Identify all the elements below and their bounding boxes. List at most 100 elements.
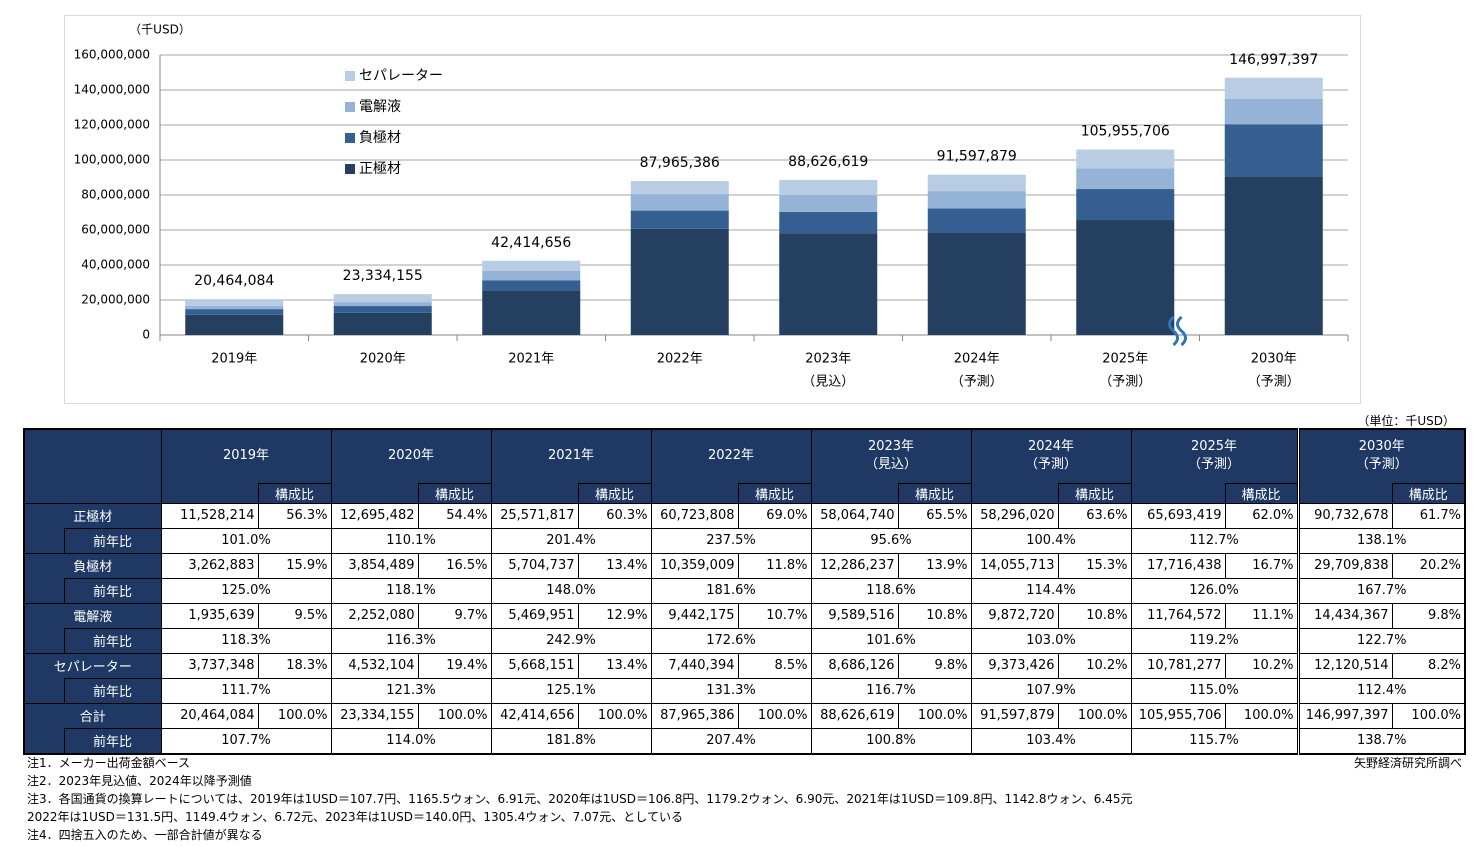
share-cell: 56.3% [257, 502, 332, 529]
value-cell: 23,334,155 [330, 702, 419, 729]
total-label: 20,464,084 [194, 273, 274, 289]
yoy-cell: 111.7% [160, 677, 332, 704]
year-label: 2023年 [867, 439, 915, 455]
value-cell: 87,965,386 [650, 702, 739, 729]
header-row: 2019年 2020年 2021年 2022年 2023年 （見込） 2024年 （予測） 20… [23, 428, 1466, 504]
yoy-label: 前年比 [63, 527, 162, 554]
yoy-cell: 126.0% [1130, 577, 1299, 604]
year-label: 2022年 [707, 448, 755, 464]
value-cell: 91,597,879 [970, 702, 1059, 729]
bar-segment [482, 260, 581, 271]
yoy-row: 前年比 107.7% 114.0% 181.8% 207.4% 100.8% 103.4% 1… [23, 727, 1466, 754]
yoy-cell: 118.6% [810, 577, 972, 604]
yoy-cell: 138.1% [1296, 527, 1466, 554]
y-tick-label: 140,000,000 [74, 83, 150, 97]
total-label: 146,997,397 [1229, 52, 1318, 68]
yoy-cell: 107.7% [160, 727, 332, 754]
yoy-cell: 131.3% [650, 677, 812, 704]
yoy-cell: 201.4% [490, 527, 652, 554]
row-label: 電解液 [23, 602, 162, 628]
x-tick-sublabel: （予測） [1099, 375, 1151, 390]
value-cell: 105,955,706 [1130, 702, 1226, 729]
value-cell: 20,464,084 [160, 702, 259, 729]
y-tick-label: 60,000,000 [81, 223, 150, 237]
share-cell: 9.8% [897, 652, 972, 679]
value-cell: 1,935,639 [160, 602, 259, 629]
legend-swatch [345, 164, 355, 174]
legend-swatch [345, 102, 355, 112]
yoy-cell: 118.3% [160, 627, 332, 654]
bar-segment [779, 211, 878, 234]
yoy-cell: 167.7% [1296, 577, 1466, 604]
value-cell: 7,440,394 [650, 652, 739, 679]
legend-label: セパレーター [359, 68, 443, 84]
note: 2022年は1USD＝131.5円、1149.4ウォン、6.72元、2023年は… [27, 810, 683, 824]
bar-segment [1076, 149, 1175, 169]
source: 矢野経済研究所調べ [1353, 756, 1462, 770]
x-tick-label: 2030年 [1251, 352, 1297, 367]
bar-segment [333, 294, 432, 303]
year-label: 2019年 [222, 448, 270, 464]
share-header: 構成比 [577, 482, 652, 504]
yoy-cell: 125.0% [160, 577, 332, 604]
yoy-cell: 118.1% [330, 577, 492, 604]
note: 注3．各国通貨の換算レートについては、2019年は1USD＝107.7円、116… [27, 792, 1133, 806]
year-label: 2021年 [547, 448, 595, 464]
bar-segment [779, 195, 878, 212]
y-tick-label: 0 [142, 328, 150, 342]
yoy-cell: 115.0% [1130, 677, 1299, 704]
yoy-cell: 181.6% [650, 577, 812, 604]
share-cell: 65.5% [897, 502, 972, 529]
yoy-cell: 181.8% [490, 727, 652, 754]
share-cell: 16.7% [1224, 552, 1299, 579]
share-cell: 18.3% [257, 652, 332, 679]
share-cell: 9.7% [417, 602, 492, 629]
blank-cell [1296, 483, 1393, 504]
yoy-cell: 100.8% [810, 727, 972, 754]
axis-break [1168, 315, 1179, 347]
share-cell: 9.8% [1391, 602, 1466, 629]
blank-cell [23, 728, 64, 754]
yoy-cell: 95.6% [810, 527, 972, 554]
y-tick-label: 40,000,000 [81, 258, 150, 272]
total-label: 23,334,155 [343, 268, 423, 284]
bar-segment [185, 305, 284, 310]
yoy-cell: 116.3% [330, 627, 492, 654]
row-label: 負極材 [23, 552, 162, 578]
year-header: 2020年 [330, 428, 492, 483]
yoy-cell: 101.6% [810, 627, 972, 654]
share-cell: 69.0% [737, 502, 812, 529]
year-label: 2024年 [1027, 439, 1075, 455]
share-cell: 10.8% [897, 602, 972, 629]
legend-label: 負極材 [359, 130, 401, 146]
bar-segment [630, 181, 729, 195]
value-cell: 42,414,656 [490, 702, 579, 729]
x-tick-label: 2025年 [1102, 352, 1148, 367]
y-tick-label: 80,000,000 [81, 188, 150, 202]
share-cell: 100.0% [417, 702, 492, 729]
yoy-cell: 112.4% [1296, 677, 1466, 704]
share-cell: 16.5% [417, 552, 492, 579]
share-cell: 13.9% [897, 552, 972, 579]
yoy-cell: 101.0% [160, 527, 332, 554]
value-cell: 9,373,426 [970, 652, 1059, 679]
value-cell: 11,528,214 [160, 502, 259, 529]
blank-cell [23, 628, 64, 654]
value-cell: 65,693,419 [1130, 502, 1226, 529]
share-cell: 15.9% [257, 552, 332, 579]
value-cell: 90,732,678 [1296, 502, 1393, 529]
year-label: 2025年 [1190, 439, 1238, 455]
year-label: 2020年 [387, 448, 435, 464]
total-label: 91,597,879 [937, 149, 1017, 165]
value-cell: 88,626,619 [810, 702, 899, 729]
x-tick-sublabel: （見込） [802, 375, 854, 390]
share-cell: 61.7% [1391, 502, 1466, 529]
value-cell: 58,064,740 [810, 502, 899, 529]
share-cell: 60.3% [577, 502, 652, 529]
value-cell: 12,695,482 [330, 502, 419, 529]
legend-swatch [345, 71, 355, 81]
blank-cell [650, 483, 739, 504]
y-unit: （千USD） [129, 23, 191, 37]
data-row: セパレーター 3,737,348 18.3% 4,532,104 19.4% 5,668,… [23, 652, 1466, 679]
y-tick-label: 20,000,000 [81, 293, 150, 307]
